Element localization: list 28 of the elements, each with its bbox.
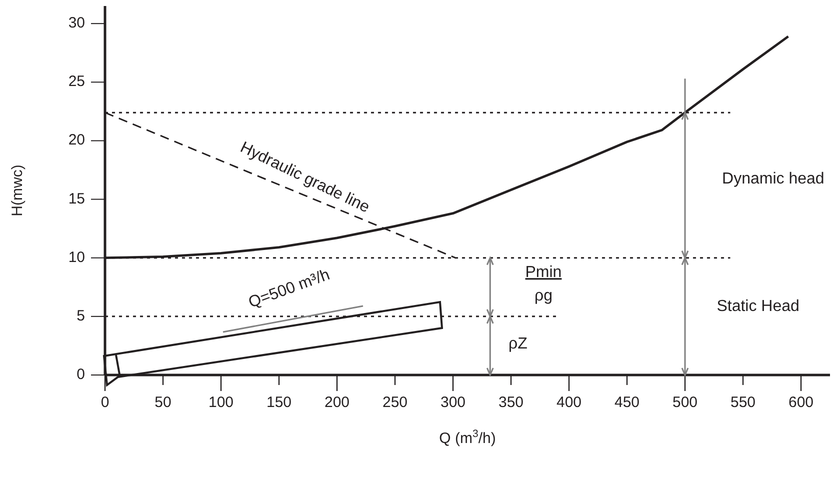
x-tick-label: 600: [788, 394, 814, 411]
annotation: Static Head: [716, 298, 800, 316]
annotation: ρg: [534, 288, 552, 305]
x-tick-label: 300: [440, 394, 466, 411]
x-tick-label: 0: [100, 394, 110, 411]
x-tick-label: 100: [208, 394, 234, 411]
annotation: Q=500 m³/h: [246, 266, 332, 312]
x-tick-label: 450: [614, 394, 640, 411]
y-tick-label: 10: [68, 248, 85, 266]
y-tick-label: 25: [68, 73, 85, 90]
x-tick-label: 500: [672, 394, 698, 411]
y-tick-label: 0: [76, 366, 85, 383]
y-tick-label: 30: [68, 14, 85, 32]
y-tick-label: 15: [68, 190, 85, 208]
x-tick-label: 550: [730, 394, 756, 411]
x-tick-label: 150: [266, 394, 292, 411]
y-tick-label: 20: [68, 132, 85, 149]
x-tick-label: 400: [556, 394, 582, 411]
y-axis-title: H(mwc): [9, 164, 26, 216]
x-tick-label: 50: [154, 394, 172, 411]
annotation: Pmin: [525, 264, 562, 282]
annotation: ρZ: [508, 336, 528, 353]
x-axis-title: Q (m$^{3}$/h): [439, 428, 496, 447]
annotation: Dynamic head: [722, 170, 824, 188]
x-tick-label: 350: [498, 394, 524, 411]
x-tick-label: 250: [382, 394, 408, 411]
y-tick-label: 5: [76, 307, 85, 324]
x-tick-label: 200: [324, 394, 350, 411]
